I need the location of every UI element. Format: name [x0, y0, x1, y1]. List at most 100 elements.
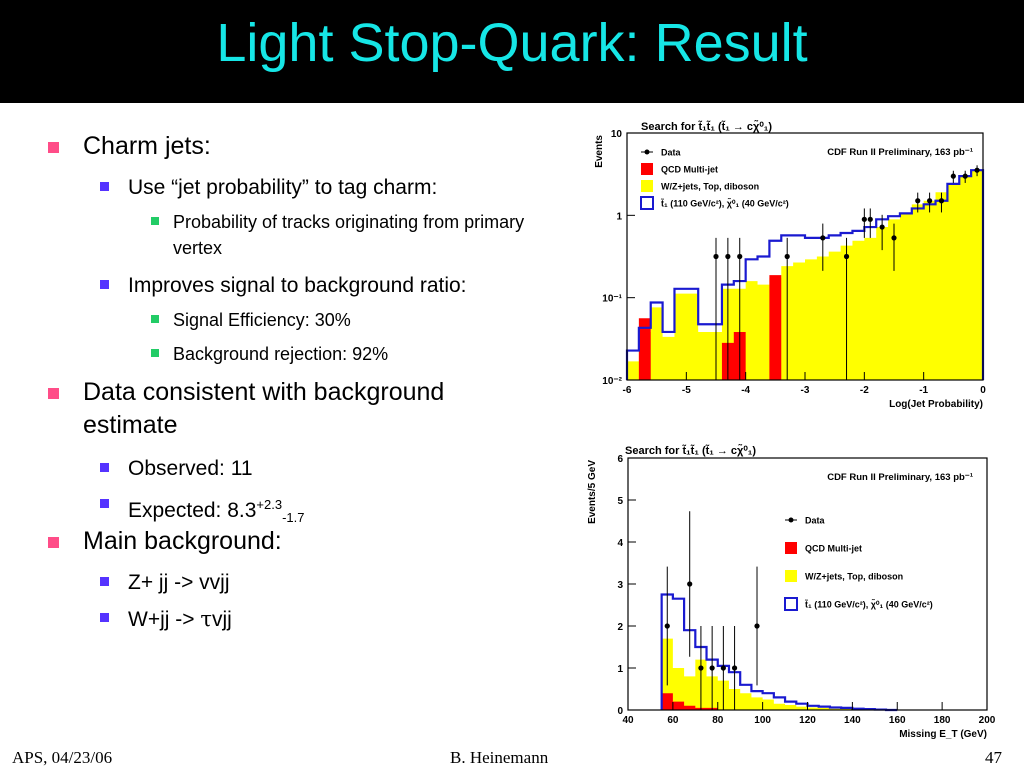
- bullet-track-probability: Probability of tracks originating from p…: [173, 212, 525, 258]
- bullet-z-jets: Z+ jj -> vvjj: [128, 571, 230, 594]
- data-point: [879, 224, 885, 230]
- legend-qcd-swatch: [785, 542, 797, 554]
- bullet-marker: [100, 280, 109, 289]
- bullet-marker: [100, 463, 109, 472]
- title-bar: Light Stop-Quark: Result: [0, 0, 1024, 103]
- data-point: [915, 198, 921, 204]
- data-point: [664, 623, 670, 629]
- legend-qcd-swatch: [641, 163, 653, 175]
- y-tick-label: 6: [617, 454, 623, 465]
- data-point: [784, 253, 790, 260]
- bullet-marker: [151, 349, 159, 357]
- data-point: [713, 253, 719, 260]
- chart-subtitle: CDF Run II Preliminary, 163 pb⁻¹: [827, 472, 973, 483]
- footer-page-number: 47: [985, 748, 1002, 767]
- bullet-observed: Observed: 11: [128, 457, 253, 480]
- y-axis-label: Events: [594, 135, 605, 168]
- bullet-data-consistent: Data consistent with background estimate: [83, 378, 445, 439]
- y-tick-label: 1: [617, 664, 623, 675]
- bullet-signal-efficiency: Signal Efficiency: 30%: [173, 310, 351, 330]
- x-tick-label: -4: [741, 385, 750, 396]
- bullet-background-rejection: Background rejection: 92%: [173, 344, 389, 364]
- bullet-marker: [151, 217, 159, 225]
- x-tick-label: 200: [979, 715, 996, 726]
- legend-wz-top-diboson: W/Z+jets, Top, diboson: [805, 572, 903, 582]
- footer-date: APS, 04/23/06: [12, 748, 113, 767]
- wz-top-diboson-histogram: [661, 638, 898, 710]
- missing-et-histogram: 40 60 80 100 120 140 160 180 200 0 1 2 3 4 5 6 Missing E…: [575, 432, 1010, 766]
- legend-data: Data: [661, 148, 682, 158]
- x-tick-label: 60: [667, 715, 679, 726]
- x-axis-label: Missing E_T (GeV): [899, 729, 987, 740]
- y-tick-label: 10: [611, 129, 623, 140]
- data-point: [843, 253, 850, 260]
- legend-ewk-swatch: [785, 570, 797, 582]
- chart-subtitle: CDF Run II Preliminary, 163 pb⁻¹: [827, 147, 973, 158]
- footer-author: B. Heinemann: [450, 748, 549, 767]
- data-point: [720, 665, 726, 671]
- data-point: [867, 216, 873, 222]
- bullet-marker: [100, 613, 109, 622]
- x-tick-label: 100: [754, 715, 771, 726]
- legend-qcd-multijet: QCD Multi-jet: [661, 165, 718, 175]
- x-tick-label: 120: [799, 715, 816, 726]
- bullet-marker: [48, 142, 59, 153]
- data-point: [687, 581, 693, 587]
- x-tick-label: -2: [860, 385, 869, 396]
- x-tick-label: 180: [934, 715, 951, 726]
- data-point: [754, 623, 760, 629]
- bullet-marker: [151, 315, 159, 323]
- data-point: [950, 173, 956, 179]
- data-point: [891, 235, 897, 241]
- y-tick-label: 10⁻²: [602, 376, 622, 387]
- legend-stop-signal: t̃₁ (110 GeV/c²), χ̃⁰₁ (40 GeV/c²): [660, 198, 789, 209]
- legend-data-marker: [788, 517, 794, 523]
- y-tick-label: 4: [617, 538, 623, 549]
- bullet-marker: [100, 182, 109, 191]
- y-axis-label: Events/5 GeV: [587, 460, 598, 524]
- data-point: [927, 198, 933, 204]
- bullet-marker: [100, 499, 109, 508]
- x-tick-label: 160: [889, 715, 906, 726]
- bullet-w-jets: W+jj -> τvjj: [128, 607, 232, 631]
- y-tick-label: 5: [617, 496, 623, 507]
- qcd-multijet-histogram: [661, 693, 898, 710]
- data-point: [737, 253, 743, 260]
- bullet-marker: [100, 577, 109, 586]
- data-point: [698, 665, 704, 671]
- x-tick-label: -6: [623, 385, 632, 396]
- legend-signal-swatch: [640, 196, 654, 210]
- wz-top-diboson-histogram: [627, 170, 983, 380]
- chart-title: Search for t̃₁t̃₁ (t̃₁ → cχ̃⁰₁): [625, 444, 756, 457]
- bullet-main-background: Main background:: [83, 527, 282, 555]
- y-tick-label: 3: [617, 580, 623, 591]
- chart-title: Search for t̃₁t̃₁ (t̃₁ → cχ̃⁰₁): [641, 120, 772, 133]
- data-point: [938, 198, 945, 204]
- x-tick-label: 80: [712, 715, 724, 726]
- data-point: [820, 235, 826, 241]
- data-point: [709, 665, 715, 671]
- bullet-expected: Expected: 8.3+2.3-1.7: [128, 497, 305, 526]
- y-tick-label: 0: [617, 706, 623, 717]
- bullet-jet-probability: Use “jet probability” to tag charm:: [128, 176, 438, 199]
- x-axis-label: Log(Jet Probability): [889, 399, 983, 410]
- bullet-marker: [48, 388, 59, 399]
- bullet-charm-jets: Charm jets:: [83, 132, 211, 160]
- data-point: [861, 216, 867, 222]
- x-tick-label: -3: [801, 385, 810, 396]
- x-tick-label: 0: [980, 385, 986, 396]
- data-point: [731, 665, 738, 671]
- bullet-signal-background: Improves signal to background ratio:: [128, 274, 467, 297]
- data-point: [725, 253, 731, 260]
- log-jet-probability-histogram: -6 -5 -4 -3 -2 -1 0 10⁻² 10⁻¹ 1 10 Log(Jet Probabil…: [575, 108, 1010, 410]
- slide-title: Light Stop-Quark: Result: [216, 13, 808, 73]
- legend-stop-signal: t̃₁ (110 GeV/c²), χ̃⁰₁ (40 GeV/c²): [804, 599, 933, 610]
- bullet-marker: [48, 537, 59, 548]
- legend-wz-top-diboson: W/Z+jets, Top, diboson: [661, 182, 759, 192]
- x-tick-label: 140: [844, 715, 861, 726]
- legend-data: Data: [805, 516, 826, 526]
- x-tick-label: 40: [622, 715, 634, 726]
- x-tick-label: -1: [919, 385, 928, 396]
- data-point: [974, 167, 980, 173]
- legend-signal-swatch: [784, 597, 798, 611]
